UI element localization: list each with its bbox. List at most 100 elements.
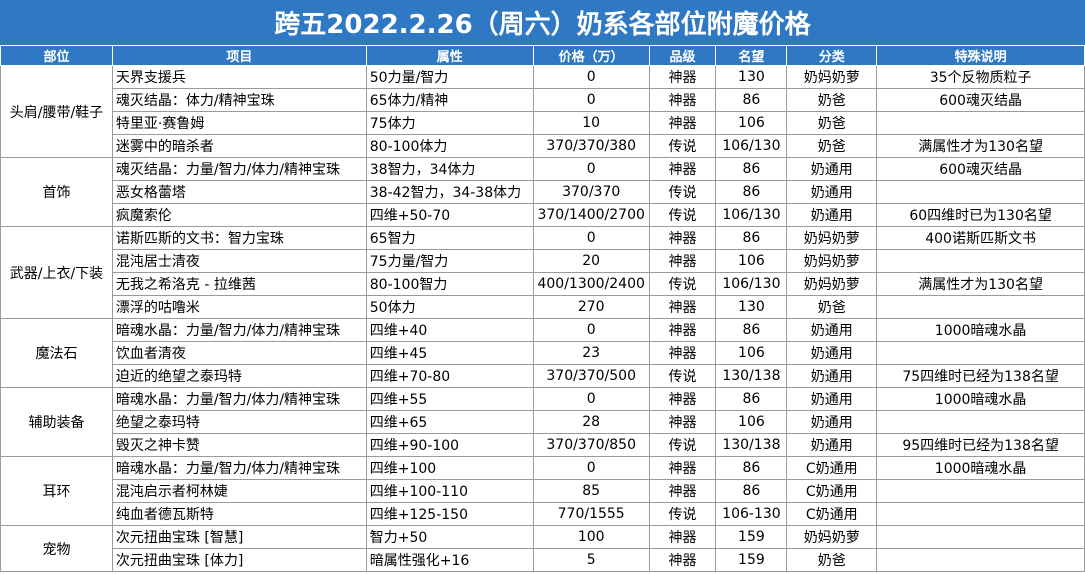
- cell-price[interactable]: 0: [532, 387, 650, 411]
- cell-class[interactable]: 奶爸: [786, 88, 878, 112]
- slot-group-label[interactable]: 首饰: [0, 157, 113, 227]
- cell-fame[interactable]: 86: [715, 180, 788, 204]
- cell-note[interactable]: 600魂灭结晶: [876, 157, 1085, 181]
- cell-attribute[interactable]: 暗属性强化+16: [365, 548, 534, 572]
- cell-item[interactable]: 漂浮的咕噜米: [111, 295, 367, 319]
- cell-price[interactable]: 100: [532, 525, 650, 549]
- cell-price[interactable]: 20: [532, 249, 650, 273]
- cell-fame[interactable]: 86: [715, 456, 788, 480]
- cell-class[interactable]: 奶妈奶萝: [786, 249, 878, 273]
- cell-price[interactable]: 370/370: [532, 180, 650, 204]
- cell-attribute[interactable]: 四维+55: [365, 387, 534, 411]
- cell-tier[interactable]: 神器: [648, 318, 717, 342]
- cell-tier[interactable]: 传说: [648, 180, 717, 204]
- cell-fame[interactable]: 106: [715, 410, 788, 434]
- cell-fame[interactable]: 106: [715, 249, 788, 273]
- cell-class[interactable]: 奶通用: [786, 341, 878, 365]
- cell-note[interactable]: [876, 410, 1085, 434]
- cell-item[interactable]: 无我之希洛克 - 拉维茜: [111, 272, 367, 296]
- cell-fame[interactable]: 106/130: [715, 134, 788, 158]
- cell-fame[interactable]: 106-130: [715, 502, 788, 526]
- cell-price[interactable]: 28: [532, 410, 650, 434]
- slot-group-label[interactable]: 耳环: [0, 456, 113, 526]
- cell-attribute[interactable]: 四维+45: [365, 341, 534, 365]
- cell-tier[interactable]: 传说: [648, 502, 717, 526]
- cell-item[interactable]: 饮血者清夜: [111, 341, 367, 365]
- cell-price[interactable]: 370/370/380: [532, 134, 650, 158]
- cell-item[interactable]: 次元扭曲宝珠 [体力]: [111, 548, 367, 572]
- slot-group-label[interactable]: 武器/上衣/下装: [0, 226, 113, 319]
- cell-item[interactable]: 恶女格蕾塔: [111, 180, 367, 204]
- header-slot[interactable]: 部位: [0, 45, 113, 66]
- cell-attribute[interactable]: 四维+125-150: [365, 502, 534, 526]
- cell-note[interactable]: [876, 295, 1085, 319]
- cell-class[interactable]: 奶妈奶萝: [786, 525, 878, 549]
- cell-fame[interactable]: 86: [715, 479, 788, 503]
- cell-tier[interactable]: 传说: [648, 272, 717, 296]
- cell-class[interactable]: 奶妈奶萝: [786, 272, 878, 296]
- cell-item[interactable]: 次元扭曲宝珠 [智慧]: [111, 525, 367, 549]
- header-attribute[interactable]: 属性: [365, 45, 534, 66]
- cell-fame[interactable]: 106/130: [715, 203, 788, 227]
- cell-note[interactable]: [876, 249, 1085, 273]
- cell-price[interactable]: 5: [532, 548, 650, 572]
- slot-group-label[interactable]: 头肩/腰带/鞋子: [0, 65, 113, 158]
- cell-note[interactable]: 满属性才为130名望: [876, 134, 1085, 158]
- cell-tier[interactable]: 传说: [648, 433, 717, 457]
- cell-tier[interactable]: 神器: [648, 157, 717, 181]
- cell-attribute[interactable]: 智力+50: [365, 525, 534, 549]
- cell-fame[interactable]: 130/138: [715, 364, 788, 388]
- cell-class[interactable]: 奶通用: [786, 203, 878, 227]
- header-price[interactable]: 价格（万）: [532, 45, 650, 66]
- cell-fame[interactable]: 106: [715, 111, 788, 135]
- cell-tier[interactable]: 神器: [648, 249, 717, 273]
- cell-note[interactable]: 75四维时已经为138名望: [876, 364, 1085, 388]
- cell-price[interactable]: 370/1400/2700: [532, 203, 650, 227]
- cell-class[interactable]: 奶通用: [786, 364, 878, 388]
- cell-item[interactable]: 暗魂水晶：力量/智力/体力/精神宝珠: [111, 387, 367, 411]
- cell-tier[interactable]: 神器: [648, 387, 717, 411]
- cell-note[interactable]: 满属性才为130名望: [876, 272, 1085, 296]
- slot-group-label[interactable]: 魔法石: [0, 318, 113, 388]
- cell-class[interactable]: 奶通用: [786, 180, 878, 204]
- cell-item[interactable]: 混沌启示者柯林婕: [111, 479, 367, 503]
- cell-class[interactable]: 奶爸: [786, 548, 878, 572]
- header-note[interactable]: 特殊说明: [876, 45, 1085, 66]
- cell-tier[interactable]: 神器: [648, 479, 717, 503]
- cell-tier[interactable]: 神器: [648, 88, 717, 112]
- cell-price[interactable]: 0: [532, 88, 650, 112]
- cell-note[interactable]: 400诺斯匹斯文书: [876, 226, 1085, 250]
- cell-attribute[interactable]: 50体力: [365, 295, 534, 319]
- cell-note[interactable]: 1000暗魂水晶: [876, 387, 1085, 411]
- cell-price[interactable]: 370/370/500: [532, 364, 650, 388]
- cell-attribute[interactable]: 四维+90-100: [365, 433, 534, 457]
- cell-class[interactable]: 奶通用: [786, 387, 878, 411]
- cell-note[interactable]: 1000暗魂水晶: [876, 318, 1085, 342]
- cell-item[interactable]: 诺斯匹斯的文书：智力宝珠: [111, 226, 367, 250]
- cell-attribute[interactable]: 四维+100: [365, 456, 534, 480]
- cell-price[interactable]: 400/1300/2400: [532, 272, 650, 296]
- cell-item[interactable]: 纯血者德瓦斯特: [111, 502, 367, 526]
- cell-price[interactable]: 0: [532, 157, 650, 181]
- cell-item[interactable]: 毁灭之神卡赞: [111, 433, 367, 457]
- cell-fame[interactable]: 130/138: [715, 433, 788, 457]
- cell-fame[interactable]: 159: [715, 525, 788, 549]
- cell-item[interactable]: 混沌居士清夜: [111, 249, 367, 273]
- slot-group-label[interactable]: 辅助装备: [0, 387, 113, 457]
- cell-price[interactable]: 23: [532, 341, 650, 365]
- cell-class[interactable]: C奶通用: [786, 456, 878, 480]
- cell-fame[interactable]: 86: [715, 318, 788, 342]
- cell-tier[interactable]: 神器: [648, 525, 717, 549]
- cell-item[interactable]: 绝望之泰玛特: [111, 410, 367, 434]
- cell-tier[interactable]: 神器: [648, 548, 717, 572]
- cell-class[interactable]: 奶通用: [786, 318, 878, 342]
- cell-attribute[interactable]: 50力量/智力: [365, 65, 534, 89]
- cell-tier[interactable]: 传说: [648, 134, 717, 158]
- cell-price[interactable]: 770/1555: [532, 502, 650, 526]
- cell-class[interactable]: 奶爸: [786, 295, 878, 319]
- cell-fame[interactable]: 130: [715, 65, 788, 89]
- cell-price[interactable]: 0: [532, 226, 650, 250]
- cell-class[interactable]: 奶通用: [786, 410, 878, 434]
- cell-fame[interactable]: 106/130: [715, 272, 788, 296]
- cell-attribute[interactable]: 65智力: [365, 226, 534, 250]
